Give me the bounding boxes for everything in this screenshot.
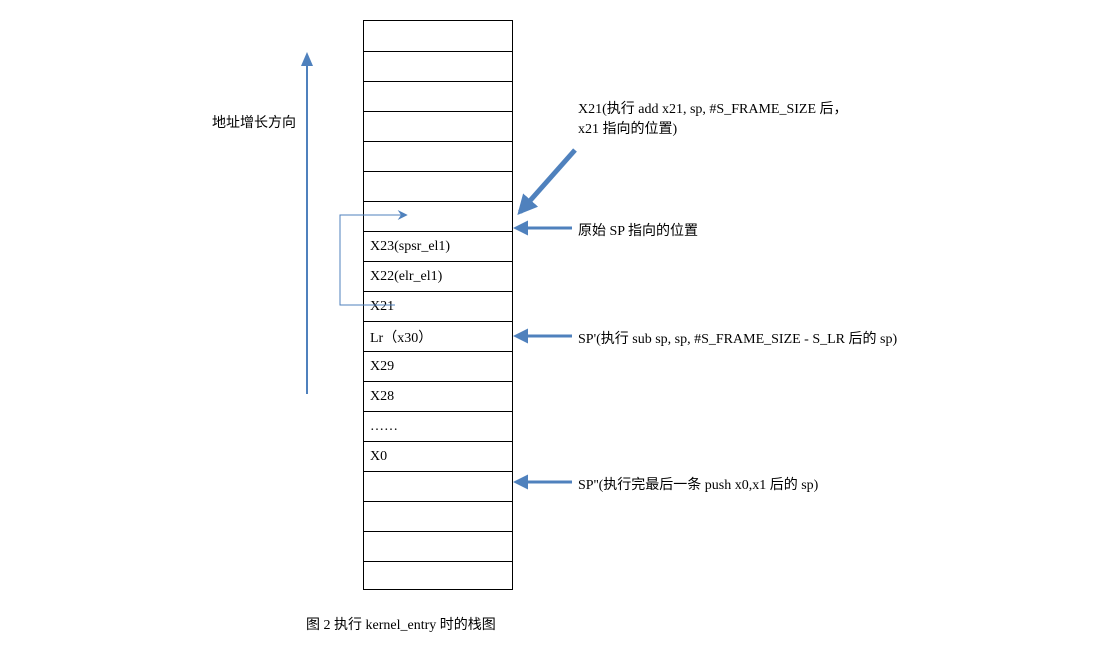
stack-cell-3	[364, 111, 512, 141]
arrows-overlay	[0, 0, 1119, 672]
stack-frame: X23(spsr_el1)X22(elr_el1)X21Lr（x30）X29X2…	[363, 20, 513, 590]
stack-cell-0	[364, 21, 512, 51]
x21-desc-line2: x21 指向的位置)	[578, 122, 677, 137]
x21-arrow	[520, 150, 575, 212]
address-growth-label: 地址增长方向	[212, 114, 296, 134]
stack-cell-14: X0	[364, 441, 512, 471]
stack-cell-12: X28	[364, 381, 512, 411]
sp-prime-label: SP'(执行 sub sp, sp, #S_FRAME_SIZE - S_LR …	[578, 330, 897, 350]
figure-caption: 图 2 执行 kernel_entry 时的栈图	[306, 614, 496, 634]
stack-cell-18	[364, 561, 512, 591]
original-sp-label: 原始 SP 指向的位置	[578, 222, 698, 242]
stack-cell-16	[364, 501, 512, 531]
stack-cell-7: X23(spsr_el1)	[364, 231, 512, 261]
diagram-container: X23(spsr_el1)X22(elr_el1)X21Lr（x30）X29X2…	[0, 0, 1119, 672]
stack-cell-2	[364, 81, 512, 111]
stack-cell-9: X21	[364, 291, 512, 321]
stack-cell-1	[364, 51, 512, 81]
stack-cell-4	[364, 141, 512, 171]
x21-desc-line1: X21(执行 add x21, sp, #S_FRAME_SIZE 后，	[578, 102, 848, 117]
stack-cell-10: Lr（x30）	[364, 321, 512, 351]
stack-cell-11: X29	[364, 351, 512, 381]
stack-cell-6	[364, 201, 512, 231]
stack-cell-15	[364, 471, 512, 501]
stack-cell-13: ……	[364, 411, 512, 441]
stack-cell-17	[364, 531, 512, 561]
x21-description-label: X21(执行 add x21, sp, #S_FRAME_SIZE 后， x21…	[578, 100, 848, 139]
stack-cell-8: X22(elr_el1)	[364, 261, 512, 291]
stack-cell-5	[364, 171, 512, 201]
sp-double-prime-label: SP''(执行完最后一条 push x0,x1 后的 sp)	[578, 476, 818, 496]
addr-growth-arrow-head	[301, 52, 313, 66]
